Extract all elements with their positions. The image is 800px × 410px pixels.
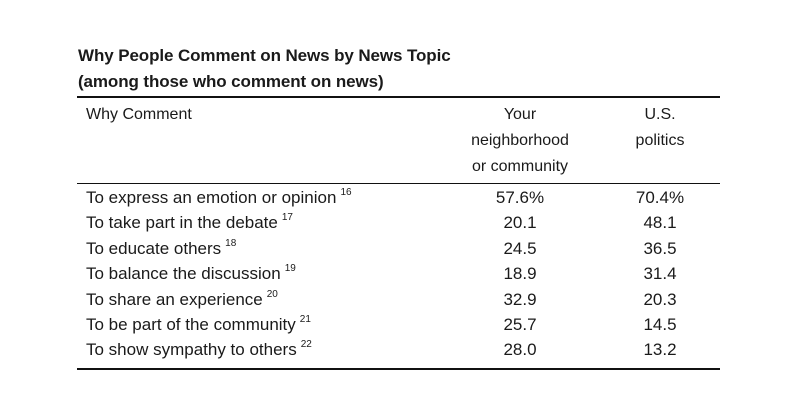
cell-us-politics: 70.4% — [635, 188, 685, 207]
row-label-text: To take part in the debate — [86, 213, 278, 233]
row-label-text: To educate others — [86, 238, 222, 258]
row-label-text: To share an experience — [86, 289, 263, 309]
header-neighborhood: Your neighborhood or community — [440, 102, 600, 180]
table-row: To be part of the community 21 25.7 14.5 — [0, 312, 800, 337]
table-row: To show sympathy to others 22 28.0 13.2 — [0, 337, 800, 362]
table-row: To take part in the debate 17 20.1 48.1 — [0, 210, 800, 235]
cell-neighborhood: 25.7 — [503, 315, 537, 334]
cell-us-politics: 20.3 — [643, 289, 677, 309]
cell-neighborhood: 20.1 — [503, 213, 537, 233]
header-us-politics-line: politics — [635, 132, 685, 149]
row-label-text: To express an emotion or opinion — [86, 188, 337, 207]
footnote-ref: 22 — [300, 339, 312, 351]
footnote-ref: 19 — [284, 263, 296, 275]
cell-neighborhood: 18.9 — [503, 264, 537, 284]
table-title: Why People Comment on News by News Topic — [78, 46, 451, 65]
footnote-ref: 16 — [340, 187, 352, 198]
header-rule — [77, 183, 720, 184]
header-neighborhood-line: Your — [503, 106, 537, 123]
header-us-politics-line: U.S. — [644, 106, 676, 123]
cell-neighborhood: 32.9 — [503, 289, 537, 309]
footnote-ref: 21 — [299, 314, 311, 325]
row-label: To educate others 18 — [86, 236, 236, 264]
header-neighborhood-line: neighborhood — [471, 132, 569, 149]
table-row: To express an emotion or opinion 16 57.6% 7… — [0, 185, 800, 210]
header-why-comment: Why Comment — [86, 106, 192, 123]
cell-us-politics: 31.4 — [643, 264, 677, 284]
row-label: To take part in the debate 17 — [86, 210, 293, 238]
cell-neighborhood: 28.0 — [503, 340, 537, 360]
header-us-politics: U.S. politics — [610, 102, 710, 154]
row-label-text: To balance the discussion — [86, 264, 281, 284]
cell-us-politics: 13.2 — [643, 340, 677, 360]
cell-neighborhood: 24.5 — [503, 238, 537, 258]
cell-us-politics: 36.5 — [643, 238, 677, 258]
row-label-text: To show sympathy to others — [86, 340, 297, 360]
footnote-ref: 18 — [225, 237, 237, 249]
top-rule — [77, 96, 720, 98]
table-subtitle: (among those who comment on news) — [78, 72, 384, 91]
table-row: To balance the discussion 19 18.9 31.4 — [0, 261, 800, 286]
row-label: To show sympathy to others 22 — [86, 337, 312, 365]
row-label: To share an experience 20 — [86, 287, 278, 315]
table-row: To educate others 18 24.5 36.5 — [0, 236, 800, 261]
footnote-ref: 17 — [281, 212, 293, 224]
row-label-text: To be part of the community — [86, 315, 296, 334]
row-label: To balance the discussion 19 — [86, 261, 296, 289]
cell-us-politics: 48.1 — [643, 213, 677, 233]
cell-us-politics: 14.5 — [643, 315, 677, 334]
header-neighborhood-line: or community — [471, 158, 569, 175]
row-label: To express an emotion or opinion 16 — [86, 185, 352, 213]
footnote-ref: 20 — [266, 288, 278, 300]
table-row: To share an experience 20 32.9 20.3 — [0, 287, 800, 312]
cell-neighborhood: 57.6% — [495, 188, 545, 207]
bottom-rule — [77, 368, 720, 370]
row-label: To be part of the community 21 — [86, 312, 311, 340]
